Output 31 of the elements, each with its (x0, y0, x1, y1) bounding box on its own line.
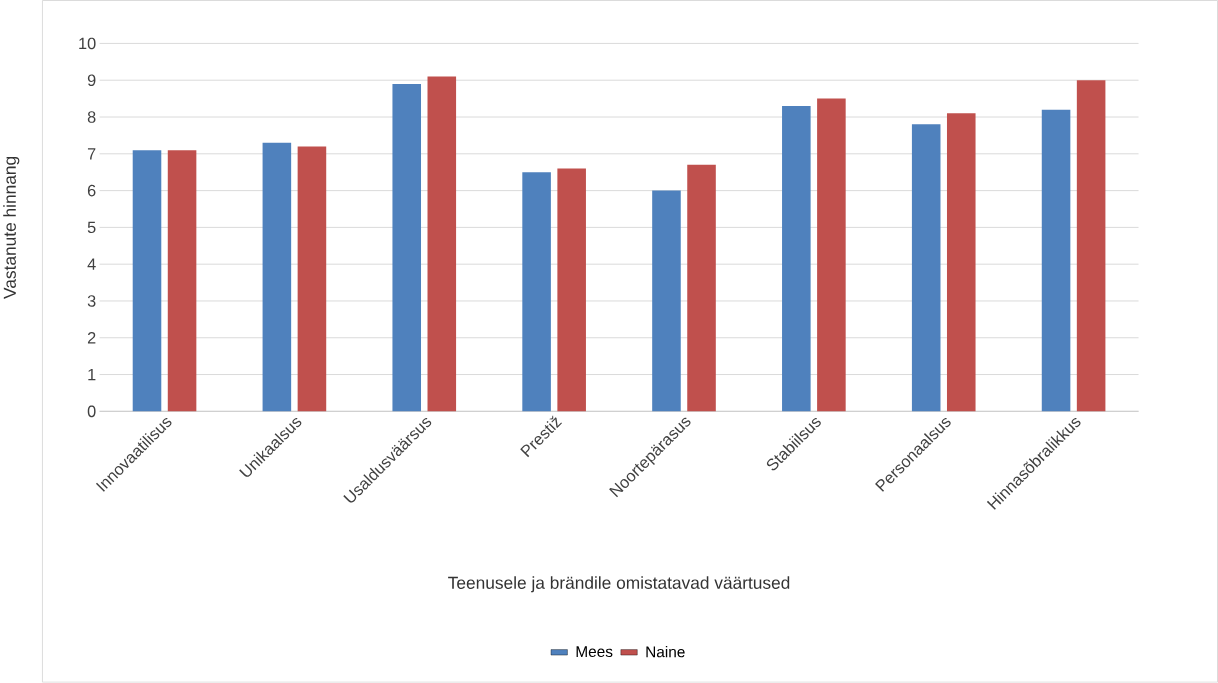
bar (297, 146, 327, 412)
y-tick-label: 6 (87, 184, 96, 197)
y-tick-label: 3 (87, 295, 96, 307)
legend-label: Naine (646, 646, 685, 658)
bar (132, 150, 162, 412)
y-tick-label: 1 (88, 369, 96, 381)
bar (946, 113, 976, 412)
y-tick-label: 4 (87, 258, 96, 270)
y-tick-label: 5 (87, 221, 96, 234)
bar (392, 84, 422, 412)
x-axis-title: Teenusele ja brändile omistatavad väärtused (448, 576, 790, 593)
bar (911, 124, 941, 412)
bar (262, 142, 292, 412)
bar (1041, 109, 1071, 412)
bar (557, 168, 586, 412)
bar (1076, 80, 1106, 412)
bar (522, 172, 551, 412)
y-tick-label: 0 (87, 405, 96, 418)
y-tick-label: 8 (87, 111, 96, 123)
bar (817, 98, 846, 412)
bar (687, 165, 716, 412)
bar (427, 76, 457, 412)
bar (652, 190, 681, 412)
y-tick-label: 10 (79, 37, 96, 50)
y-tick-label: 9 (87, 74, 96, 87)
y-tick-label: 7 (87, 148, 96, 160)
bar (167, 150, 197, 412)
legend-label: Mees (576, 646, 613, 658)
bar (782, 106, 811, 412)
y-tick-label: 2 (87, 332, 96, 344)
y-axis-title: Vastanute hinnang (3, 157, 20, 300)
